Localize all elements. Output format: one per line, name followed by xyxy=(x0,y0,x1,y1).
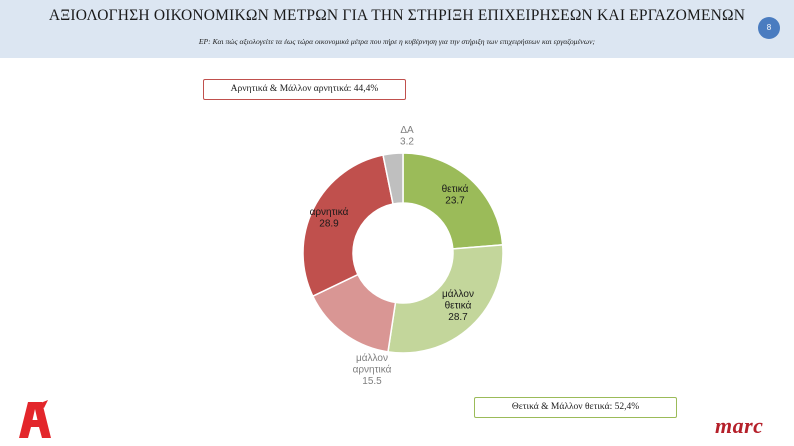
donut-slice xyxy=(387,244,504,354)
donut-slice xyxy=(302,154,394,298)
page-title: ΑΞΙΟΛΟΓΗΣΗ ΟΙΚΟΝΟΜΙΚΩΝ ΜΕΤΡΩΝ ΓΙΑ ΤΗΝ ΣΤ… xyxy=(48,7,746,24)
marc-logo: marc xyxy=(715,413,764,438)
slice-label: μάλλον αρνητικά 15.5 xyxy=(353,352,392,387)
header-band: ΑΞΙΟΛΟΓΗΣΗ ΟΙΚΟΝΟΜΙΚΩΝ ΜΕΤΡΩΝ ΓΙΑ ΤΗΝ ΣΤ… xyxy=(0,0,794,58)
page-number-badge: 8 xyxy=(758,17,780,39)
donut-slice xyxy=(402,152,504,250)
negative-total-callout: Αρνητικά & Μάλλον αρνητικά: 44,4% xyxy=(203,79,406,100)
alpha-logo-icon xyxy=(19,400,51,438)
slice-label: θετικά 23.7 xyxy=(442,183,469,207)
positive-total-callout: Θετικά & Μάλλον θετικά: 52,4% xyxy=(474,397,677,418)
question-text: ΕΡ: Και πώς αξιολογείτε τα έως τώρα οικο… xyxy=(198,37,596,46)
slice-label: αρνητικά 28.9 xyxy=(310,206,349,230)
slice-label: μάλλον θετικά 28.7 xyxy=(442,288,474,323)
donut-slice xyxy=(382,152,404,205)
slice-label: ΔΑ 3.2 xyxy=(400,125,414,148)
